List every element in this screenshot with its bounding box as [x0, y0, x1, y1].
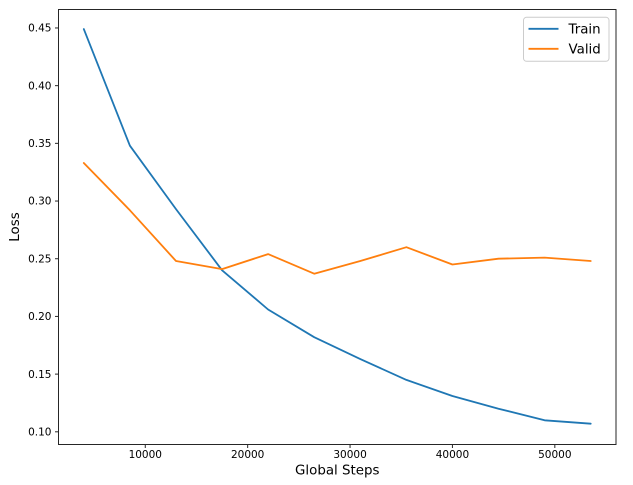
x-tick-label: 40000 — [436, 449, 469, 461]
valid-line — [82, 162, 592, 275]
y-tick-label: 0.30 — [28, 196, 51, 208]
y-tick-label: 0.20 — [28, 311, 51, 323]
y-tick-label: 0.15 — [28, 369, 51, 381]
y-tick-label: 0.25 — [28, 253, 51, 265]
train-line — [82, 28, 592, 425]
x-axis-label: Global Steps — [295, 464, 379, 479]
x-tick-label: 20000 — [231, 449, 264, 461]
y-tick-label: 0.40 — [28, 80, 51, 92]
y-axis-label: Loss — [8, 212, 23, 241]
y-tick-label: 0.45 — [28, 23, 51, 35]
legend-train-label: Train — [568, 22, 601, 37]
x-tick-label: 10000 — [129, 449, 162, 461]
x-tick-label: 30000 — [333, 449, 366, 461]
y-tick-label: 0.35 — [28, 138, 51, 150]
x-tick-label: 50000 — [538, 449, 571, 461]
y-tick-label: 0.10 — [28, 427, 51, 439]
plot-border — [58, 9, 617, 445]
legend-valid-label: Valid — [569, 42, 601, 57]
